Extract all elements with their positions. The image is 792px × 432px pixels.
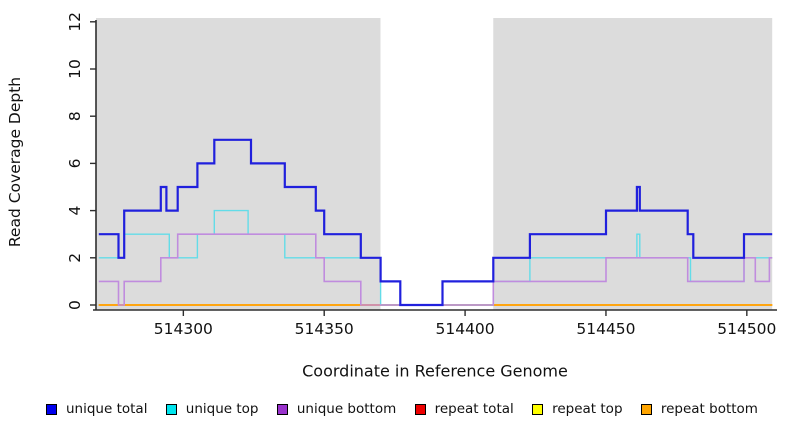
legend-label: unique bottom xyxy=(296,401,397,417)
legend-item-repeat-top: repeat top xyxy=(532,401,623,417)
legend-swatch-icon xyxy=(165,403,177,415)
legend-item-unique-bottom: unique bottom xyxy=(276,401,397,417)
legend-swatch-icon xyxy=(532,403,544,415)
legend-item-repeat-bottom: repeat bottom xyxy=(640,401,758,417)
legend-swatch-icon xyxy=(46,403,57,415)
series-line-unique-bottom xyxy=(98,233,773,306)
y-tick-label: 4 xyxy=(66,206,84,216)
y-tick-label: 0 xyxy=(66,300,84,310)
background-band xyxy=(493,18,773,310)
x-tick-label: 514400 xyxy=(435,320,494,338)
x-tick-label: 514300 xyxy=(154,320,213,338)
x-tick-label: 514350 xyxy=(295,320,354,338)
x-tick-label: 514450 xyxy=(576,320,635,338)
legend-label: repeat total xyxy=(434,401,514,417)
background-band xyxy=(96,18,381,310)
legend-item-repeat-total: repeat total xyxy=(414,401,514,417)
y-tick-label: 2 xyxy=(66,253,84,263)
legend: unique total unique top unique bottom repea… xyxy=(46,401,758,417)
legend-label: unique total xyxy=(66,401,148,417)
background-band xyxy=(380,18,494,310)
legend-label: repeat top xyxy=(552,401,623,417)
x-tick-label: 514500 xyxy=(717,320,776,338)
y-tick-label: 10 xyxy=(66,59,84,79)
plot-canvas: 514300 514350 514400 514450 514500 0 2 4 6 8 10 12 xyxy=(66,12,777,338)
y-axis-title: Read Coverage Depth xyxy=(6,76,24,248)
y-tick-label: 12 xyxy=(66,12,84,32)
y-tick-label: 6 xyxy=(66,158,84,168)
y-tick-label: 8 xyxy=(66,111,84,121)
legend-swatch-icon xyxy=(640,403,652,415)
x-axis-title: Coordinate in Reference Genome xyxy=(302,361,568,381)
legend-item-unique-top: unique top xyxy=(165,401,259,417)
series-line-unique-total xyxy=(98,138,773,307)
legend-item-unique-total: unique total xyxy=(46,401,147,417)
legend-swatch-icon xyxy=(414,403,426,415)
legend-label: repeat bottom xyxy=(660,401,758,417)
legend-swatch-icon xyxy=(276,403,288,415)
legend-label: unique top xyxy=(185,401,259,417)
